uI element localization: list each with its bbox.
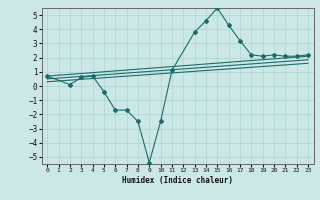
X-axis label: Humidex (Indice chaleur): Humidex (Indice chaleur) [122, 176, 233, 185]
